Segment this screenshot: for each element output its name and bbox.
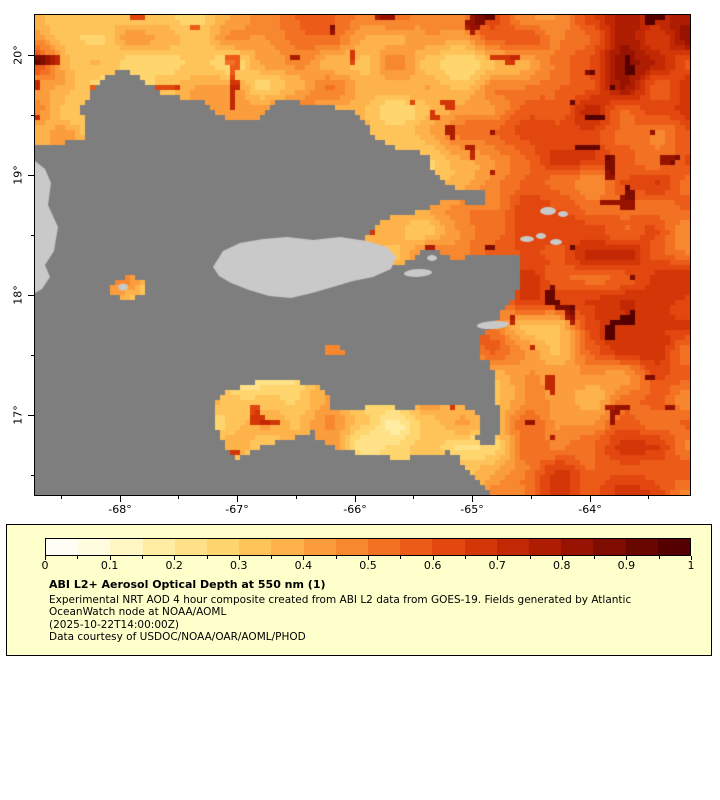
colorbar-major-tick [691,556,692,560]
colorbar-segment [464,539,497,555]
lon-axis-label: -67° [225,503,249,516]
colorbar-major-tick [368,556,369,560]
colorbar-tick-label: 0.2 [165,559,183,572]
colorbar-tick-label: 0.6 [423,559,442,572]
colorbar-major-tick [432,556,434,560]
colorbar-tick-label: 0.4 [294,559,313,572]
colorbar-segment [561,539,594,555]
colorbar-segment [303,539,336,555]
colorbar [45,538,691,556]
legend-courtesy: Data courtesy of USDOC/NOAA/OAR/AOML/PHO… [49,631,306,643]
colorbar-segment [46,539,79,555]
colorbar-tick-label: 0.5 [359,559,377,572]
lon-axis-label: -64° [578,503,602,516]
colorbar-minor-tick [206,556,208,559]
aod-raster-map [35,15,690,495]
lon-minor-tick [61,496,62,499]
legend-description: Experimental NRT AOD 4 hour composite cr… [49,593,632,619]
lon-major-tick [237,496,238,502]
colorbar-segment [496,539,530,555]
lon-minor-tick [296,496,297,499]
lat-minor-tick [31,355,34,356]
lon-axis-label: -65° [460,503,484,516]
colorbar-minor-tick [335,556,337,559]
colorbar-minor-tick [529,556,531,559]
lat-axis-label: 20° [11,45,25,65]
lon-axis-label: -68° [108,503,132,516]
lat-axis-label: 19° [11,165,25,185]
colorbar-segment [110,539,143,555]
lat-axis-label: 18° [11,285,25,305]
colorbar-tick-label: 1 [687,559,695,572]
lat-axis-label: 17° [11,405,25,425]
colorbar-segment [271,539,304,555]
colorbar-tick-label: 0.3 [230,559,248,572]
lon-minor-tick [413,496,414,499]
colorbar-segment [432,539,465,555]
map-plot-area [34,14,691,496]
legend-title: ABI L2+ Aerosol Optical Depth at 550 nm … [49,578,326,591]
lat-major-tick [28,295,34,296]
legend-timestamp: (2025-10-22T14:00:00Z) [49,618,179,631]
lon-major-tick [472,496,473,502]
lat-major-tick [28,175,34,176]
colorbar-minor-tick [594,556,596,559]
colorbar-major-tick [561,556,563,560]
colorbar-major-tick [497,556,499,560]
lat-minor-tick [31,475,34,476]
legend-panel: ABI L2+ Aerosol Optical Depth at 550 nm … [6,524,712,656]
colorbar-segment [142,539,175,555]
colorbar-segment [335,539,369,555]
colorbar-segment [239,539,272,555]
lat-major-tick [28,415,34,416]
colorbar-minor-tick [141,556,143,559]
colorbar-segment [368,539,401,555]
colorbar-major-tick [45,556,46,560]
lon-major-tick [590,496,591,502]
colorbar-tick-label: 0.1 [100,559,119,572]
colorbar-minor-tick [271,556,273,559]
colorbar-segment [400,539,433,555]
colorbar-segment [625,539,658,555]
colorbar-major-tick [626,556,628,560]
colorbar-tick-label: 0.7 [488,559,506,572]
lon-major-tick [355,496,356,502]
colorbar-minor-tick [77,556,79,559]
lon-major-tick [120,496,121,502]
legend-text-block: ABI L2+ Aerosol Optical Depth at 550 nm … [49,578,691,644]
colorbar-major-tick [174,556,176,560]
colorbar-minor-tick [464,556,466,559]
lon-minor-tick [531,496,532,499]
colorbar-major-tick [303,556,305,560]
colorbar-segment [207,539,240,555]
lat-minor-tick [31,115,34,116]
colorbar-segment [657,539,691,555]
colorbar-tick-label: 0 [41,559,49,572]
lon-minor-tick [648,496,649,499]
colorbar-major-tick [238,556,240,560]
colorbar-major-tick [109,556,111,560]
colorbar-minor-tick [658,556,660,559]
colorbar-minor-tick [400,556,402,559]
colorbar-segment [529,539,562,555]
lat-major-tick [28,55,34,56]
colorbar-tick-label: 0.9 [617,559,636,572]
lat-minor-tick [31,235,34,236]
colorbar-segment [174,539,208,555]
lon-axis-label: -66° [343,503,367,516]
colorbar-segment [593,539,626,555]
lon-minor-tick [178,496,179,499]
colorbar-segment [78,539,111,555]
colorbar-tick-label: 0.8 [553,559,571,572]
